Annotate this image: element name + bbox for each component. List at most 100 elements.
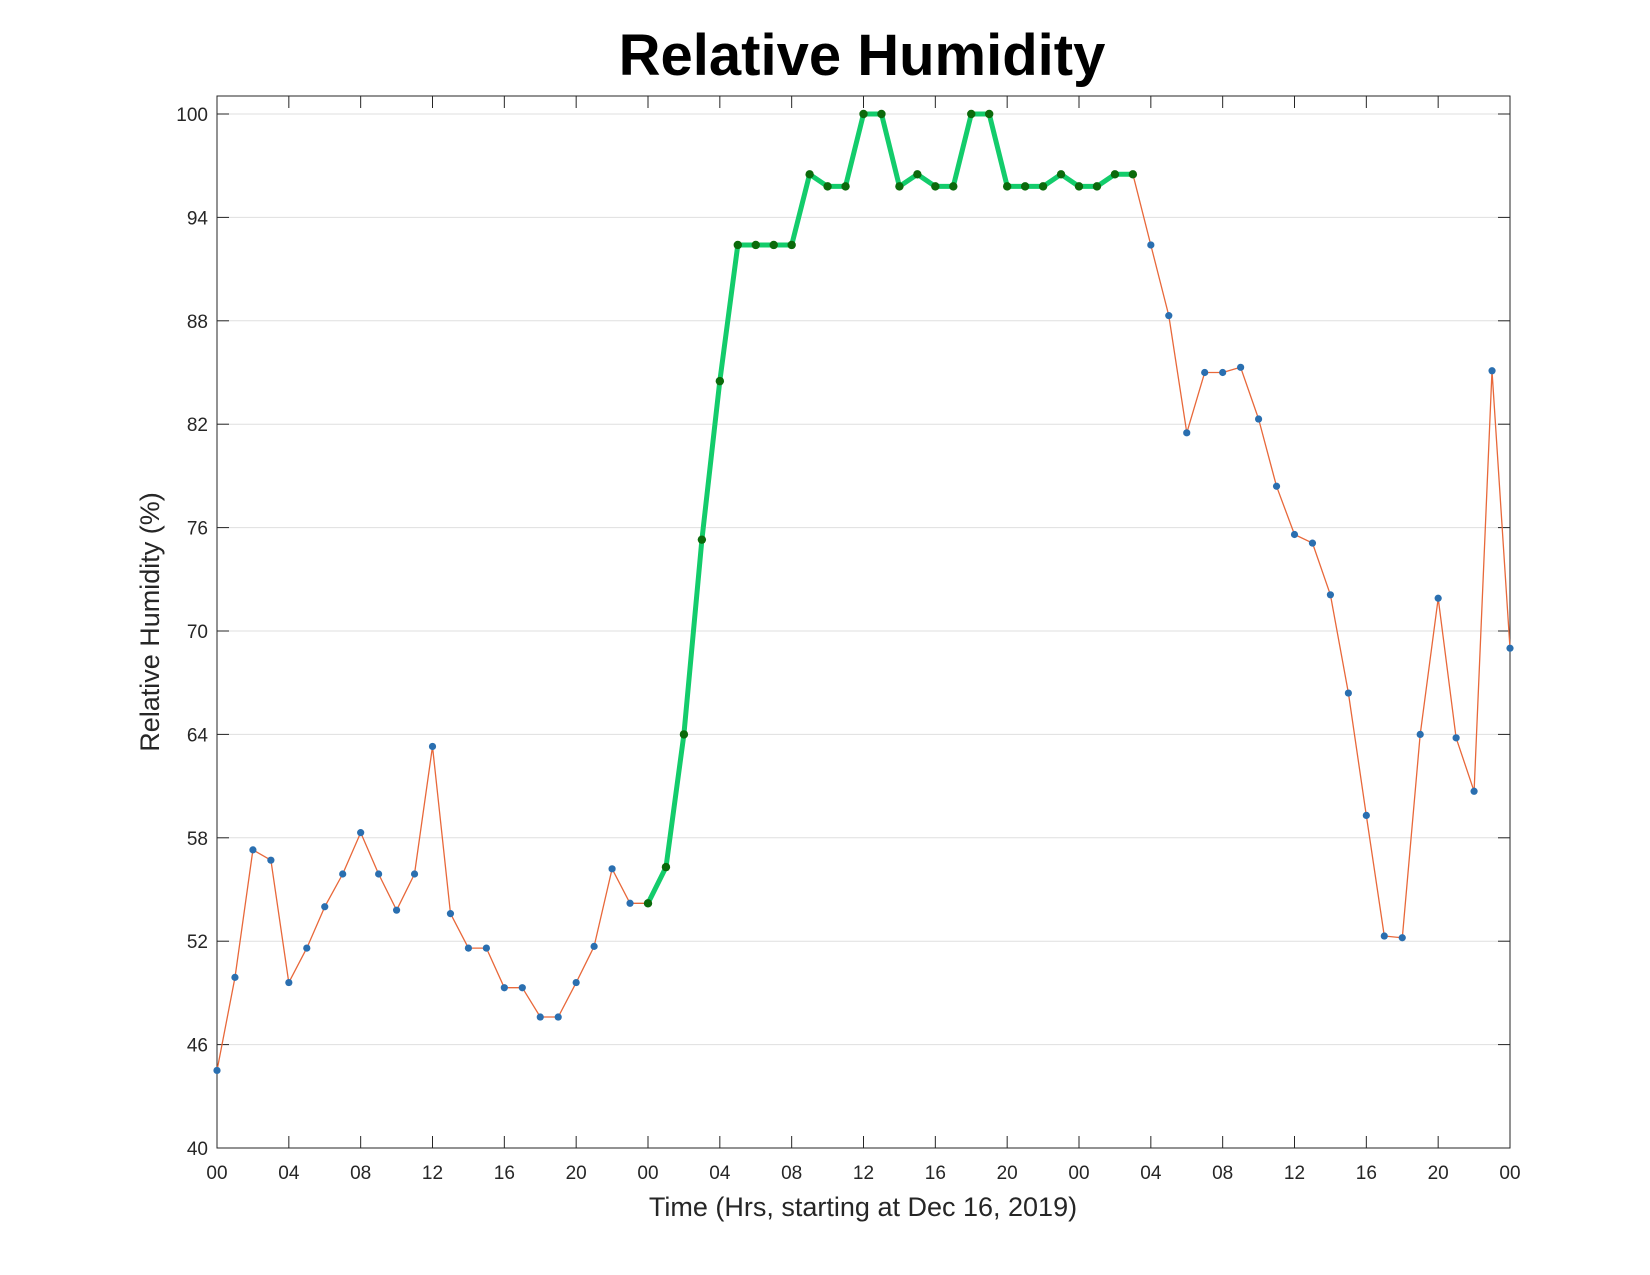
highlighted-humidity-series-point	[679, 730, 689, 739]
highlighted-humidity-series-point	[859, 109, 868, 119]
y-tick-label: 82	[187, 415, 208, 436]
humidity-series-point	[608, 865, 616, 873]
x-tick-label: 00	[637, 1163, 658, 1184]
humidity-series-point	[500, 984, 508, 992]
humidity-series-point	[1434, 594, 1442, 602]
x-tick-label: 16	[925, 1163, 946, 1184]
humidity-series-point	[1416, 730, 1424, 739]
humidity-series-point	[1488, 367, 1496, 375]
highlighted-humidity-series-point	[1002, 182, 1012, 191]
highlighted-humidity-series-point	[697, 535, 707, 544]
highlighted-humidity-series-point	[715, 376, 725, 386]
humidity-series-point	[1362, 811, 1370, 819]
axis-ticks	[216, 96, 1511, 1149]
humidity-series-point	[1237, 363, 1245, 371]
y-tick-label: 70	[187, 622, 208, 643]
chart-title: Relative Humidity	[619, 23, 1106, 88]
humidity-series-point	[410, 870, 419, 878]
humidity-series-point	[464, 944, 473, 952]
x-tick-label: 12	[422, 1163, 443, 1184]
humidity-series-point	[249, 846, 257, 854]
y-tick-label: 94	[187, 208, 209, 229]
highlighted-humidity-series-point	[787, 240, 796, 250]
highlighted-humidity-series-point	[913, 170, 922, 179]
humidity-series-point	[554, 1013, 562, 1021]
x-tick-label: 00	[1068, 1163, 1089, 1184]
humidity-series-point	[213, 1066, 221, 1075]
humidity-series-point	[303, 944, 311, 952]
humidity-series-point	[357, 829, 365, 837]
humidity-series-point	[626, 899, 634, 907]
highlighted-humidity-series-point	[769, 240, 778, 250]
series-layer	[213, 109, 1514, 1075]
y-tick-label: 64	[187, 725, 209, 746]
humidity-series-point	[267, 856, 275, 864]
humidity-series-point	[392, 906, 401, 914]
humidity-series-point	[321, 903, 329, 911]
humidity-series-point	[518, 984, 526, 992]
y-tick-label: 52	[187, 932, 208, 953]
x-tick-label: 12	[853, 1163, 874, 1184]
highlighted-humidity-series-point	[1110, 170, 1120, 179]
highlighted-humidity-series-point	[1056, 170, 1066, 179]
humidity-series-point	[1344, 689, 1352, 697]
gridlines	[217, 113, 1510, 1046]
highlighted-humidity-series	[643, 109, 1138, 908]
x-tick-label: 00	[206, 1163, 227, 1184]
highlighted-humidity-series-point	[661, 862, 671, 872]
humidity-series-point	[339, 870, 347, 878]
x-tick-label: 08	[1212, 1163, 1233, 1184]
humidity-series-point	[1290, 530, 1299, 539]
humidity-series-point	[1165, 312, 1173, 320]
highlighted-humidity-series-point	[985, 109, 994, 119]
humidity-series-point	[231, 973, 239, 981]
highlighted-humidity-series-point	[841, 182, 850, 191]
humidity-series-point	[1308, 539, 1317, 547]
humidity-series-point	[428, 742, 437, 751]
humidity-series-point	[1380, 932, 1388, 940]
humidity-series-point	[375, 870, 383, 878]
highlighted-humidity-series-point	[823, 182, 832, 191]
humidity-series-point	[1326, 591, 1335, 599]
x-axis-label: Time (Hrs, starting at Dec 16, 2019)	[649, 1192, 1077, 1222]
highlighted-humidity-series-point	[877, 109, 886, 119]
x-tick-labels: 00 04 08 12 16 20 00 04 08 12 16 20 00 04 08 12 16 20 00	[206, 1163, 1520, 1184]
highlighted-humidity-series-line	[645, 111, 1133, 905]
humidity-series-point	[1147, 241, 1155, 249]
humidity-series-point	[1272, 482, 1281, 490]
highlighted-humidity-series-point	[1038, 182, 1048, 191]
plot-frame	[216, 95, 1511, 1149]
humidity-series-point	[1506, 644, 1514, 652]
humidity-series-point	[590, 942, 598, 950]
y-tick-label: 40	[187, 1139, 208, 1160]
highlighted-humidity-series-point	[805, 170, 814, 179]
x-tick-label: 08	[781, 1163, 802, 1184]
x-tick-label: 12	[1284, 1163, 1305, 1184]
y-tick-label: 100	[176, 105, 208, 126]
x-tick-label: 04	[709, 1163, 731, 1184]
humidity-series-point	[1183, 429, 1191, 437]
humidity-series-point	[1452, 734, 1460, 742]
highlighted-humidity-series-point	[967, 109, 976, 119]
x-tick-label: 16	[1356, 1163, 1377, 1184]
humidity-series-point	[482, 944, 490, 952]
highlighted-humidity-series-point	[733, 240, 742, 250]
x-tick-label: 04	[278, 1163, 300, 1184]
humidity-series-point	[1201, 368, 1209, 377]
humidity-series-point	[536, 1013, 544, 1021]
x-tick-label: 20	[1428, 1163, 1449, 1184]
x-tick-label: 20	[566, 1163, 587, 1184]
y-tick-label: 88	[187, 312, 208, 333]
humidity-series-point	[1219, 368, 1227, 377]
y-axis-label: Relative Humidity (%)	[135, 492, 165, 752]
x-tick-label: 20	[997, 1163, 1018, 1184]
highlighted-humidity-series-point	[949, 182, 958, 191]
highlighted-humidity-series-point	[1074, 182, 1084, 191]
y-tick-label: 76	[187, 519, 208, 540]
humidity-series-point	[285, 978, 293, 987]
x-tick-label: 16	[494, 1163, 515, 1184]
highlighted-humidity-series-point	[1092, 182, 1102, 191]
x-tick-label: 00	[1499, 1163, 1520, 1184]
x-tick-label: 08	[350, 1163, 371, 1184]
